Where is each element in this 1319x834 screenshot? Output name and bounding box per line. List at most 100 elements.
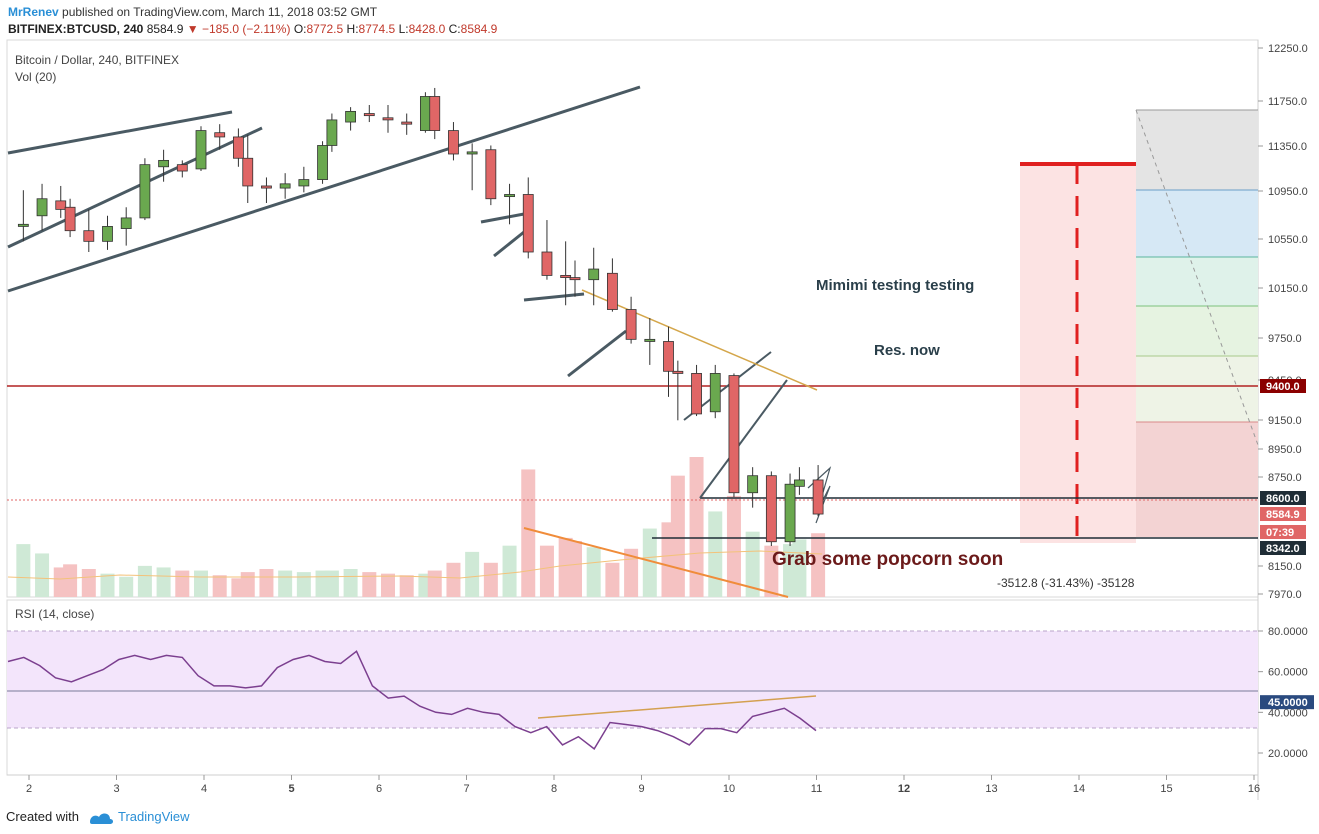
price-badge-label: 9400.0 [1266,381,1300,393]
target-zone[interactable] [1020,163,1136,543]
volume-bar [119,576,134,597]
candle-body[interactable] [691,373,702,415]
candle-body[interactable] [176,164,188,172]
annotation-res-now[interactable]: Res. now [874,342,940,359]
candle-body[interactable] [522,194,534,253]
candle-body[interactable] [672,370,684,374]
volume-bar [446,562,461,597]
candle-body[interactable] [466,151,478,155]
rsi-badge-box [1260,695,1314,710]
candle-body[interactable] [784,483,796,543]
open-value: 8772.5 [306,22,344,36]
candle-body[interactable] [64,206,76,232]
time-tick-label: 6 [376,783,382,795]
candle-body[interactable] [382,117,394,121]
candle-body[interactable] [120,217,132,229]
candle-body[interactable] [448,130,459,155]
volume-bar [194,570,208,597]
tradingview-link[interactable]: TradingView [118,809,190,824]
range-measure-label: -3512.8 (-31.43%) -35128 [997,576,1135,590]
candle-body[interactable] [728,375,740,494]
price-tick-label: 8150.0 [1268,561,1302,573]
price-badges: 9400.0 8600.0 8584.9 07:39 8342.0 [1260,379,1306,555]
rsi-line[interactable] [7,650,817,751]
candle-body[interactable] [102,226,113,242]
candle-body[interactable] [588,268,600,281]
candle-body[interactable] [504,194,515,198]
candle-body[interactable] [317,145,328,180]
candle-body[interactable] [261,185,272,189]
time-tick-label: 9 [638,783,644,795]
candle-body[interactable] [17,223,29,227]
flag-line-3[interactable] [523,292,585,302]
candle-body[interactable] [644,338,656,342]
flag-line-4[interactable] [567,329,627,378]
rsi-tick-label: 60.0000 [1268,667,1308,679]
flag-line-1[interactable] [480,212,525,224]
time-tick-label: 11 [811,783,822,795]
candle-body[interactable] [279,183,291,189]
time-axis[interactable]: 2 3 4 5 6 7 8 9 10 11 12 13 14 15 16 [26,775,1260,795]
candle-body[interactable] [232,136,244,159]
price-badge-label: 8584.9 [1266,509,1300,521]
tradingview-logo-icon[interactable] [88,808,114,826]
candle-body[interactable] [36,198,48,217]
close-label: C: [448,22,461,36]
flag-line-2[interactable] [493,230,525,258]
volume-bar [212,575,227,597]
channel-line-upper[interactable] [7,110,233,155]
annotation-mimimi[interactable]: Mimimi testing testing [816,277,974,294]
candle-body[interactable] [663,341,674,372]
candle-body[interactable] [401,121,413,125]
candle-body[interactable] [812,479,824,515]
candle-body[interactable] [363,113,375,117]
candle-body[interactable] [485,149,497,200]
price-tick-label: 8950.0 [1268,444,1302,456]
candle-body[interactable] [429,96,441,131]
candle-body[interactable] [242,157,254,187]
volume-bar [624,548,639,597]
volume-trendline[interactable] [523,527,789,598]
publish-line: MrRenev published on TradingView.com, Ma… [8,5,377,19]
candle-body[interactable] [625,309,637,340]
rsi-divergence-line[interactable] [537,695,817,719]
open-label: O: [293,22,307,36]
candle-body[interactable] [326,119,338,146]
time-tick-label: 4 [201,783,207,795]
volume-bar [521,469,536,597]
candle-body[interactable] [55,200,67,210]
candle-body[interactable] [345,110,357,123]
wedge-line-lower[interactable] [699,379,788,499]
candle-body[interactable] [158,159,170,168]
candle-body[interactable] [569,277,581,281]
rsi-tick-label: 40.0000 [1268,707,1308,719]
price-badge [1260,525,1306,539]
candle-body[interactable] [214,132,226,138]
volume-bar [745,531,760,597]
fib-zone-3 [1136,257,1258,306]
candle-body[interactable] [419,96,431,131]
candle-body[interactable] [560,275,572,278]
candle-body[interactable] [298,179,310,187]
price-badge-label: 8342.0 [1266,543,1300,555]
candle-body[interactable] [541,251,553,276]
author-link[interactable]: MrRenev [8,5,59,19]
rsi-badge-label: 45.0000 [1268,697,1308,709]
chart-header: MrRenev published on TradingView.com, Ma… [0,0,1319,40]
volume-bar [175,570,190,597]
candle-body[interactable] [195,130,207,170]
candle-body[interactable] [709,373,721,413]
price-axis[interactable]: 12250.0 11750.0 11350.0 10950.0 10550.0 10150… [1258,43,1308,601]
rsi-axis[interactable]: 80.0000 60.0000 40.0000 20.0000 [1258,626,1308,760]
candle-body[interactable] [139,164,151,219]
candle-body[interactable] [607,272,618,310]
candle-body[interactable] [794,479,805,487]
candle-body[interactable] [83,230,95,242]
candle-body[interactable] [765,475,777,543]
candle-body[interactable] [747,475,759,494]
price-tick-label: 12250.0 [1268,43,1308,55]
long-trendline[interactable] [7,85,641,293]
descending-trendline[interactable] [581,289,818,391]
annotation-popcorn[interactable]: Grab some popcorn soon [772,549,1003,570]
price-chart[interactable]: Bitcoin / Dollar, 240, BITFINEX Vol (20)… [0,0,1319,800]
